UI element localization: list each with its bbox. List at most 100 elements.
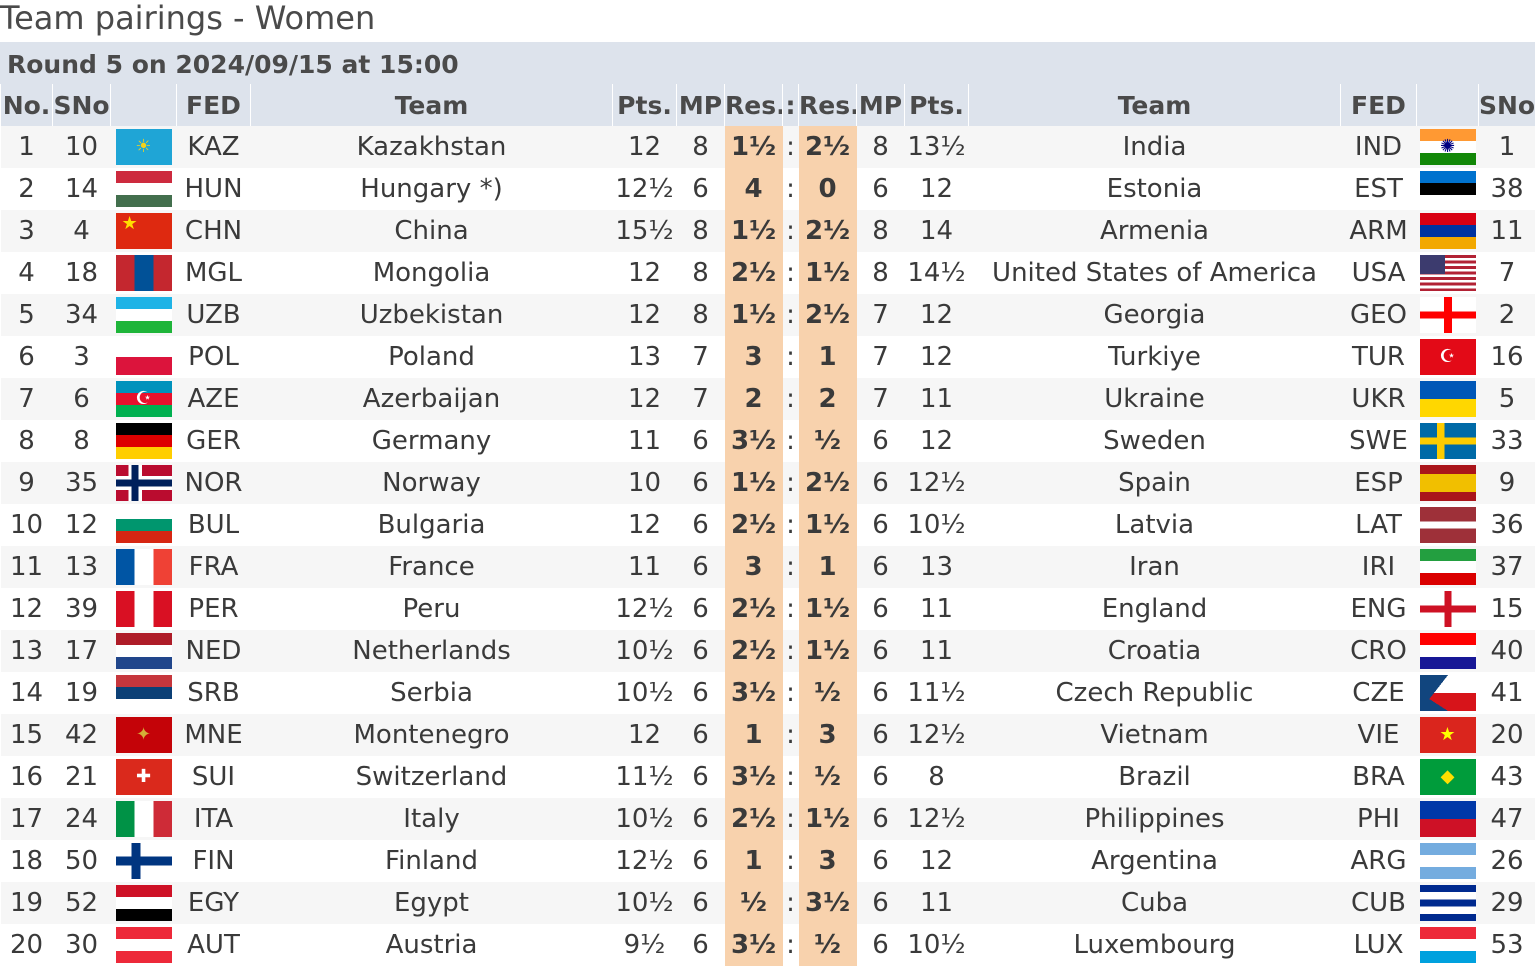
table-row[interactable]: 1 10 ☀ KAZ Kazakhstan 12 8 1½:2½ 8 13½ India IND ✺ 1 xyxy=(0,126,1535,168)
team-right-link[interactable]: Brazil xyxy=(968,756,1341,798)
table-row[interactable]: 4 18 MGL Mongolia 12 8 2½:1½ 8 14½ United States … xyxy=(0,252,1535,294)
pts-left: 12½ xyxy=(612,588,677,630)
team-right-link[interactable]: Vietnam xyxy=(968,714,1341,756)
fed-right: USA xyxy=(1340,252,1417,294)
team-right-link[interactable]: England xyxy=(968,588,1341,630)
result-separator: : xyxy=(782,168,799,210)
board-number: 17 xyxy=(0,798,53,840)
team-right-link[interactable]: Cuba xyxy=(968,882,1341,924)
team-left-link[interactable]: Uzbekistan xyxy=(250,294,613,336)
header-mp-left[interactable]: MP xyxy=(676,84,725,126)
flag-left-cell xyxy=(110,798,177,840)
team-right-link[interactable]: Argentina xyxy=(968,840,1341,882)
team-left-link[interactable]: China xyxy=(250,210,613,252)
header-fed-left[interactable]: FED xyxy=(176,84,251,126)
team-right-link[interactable]: Ukraine xyxy=(968,378,1341,420)
team-left-link[interactable]: Germany xyxy=(250,420,613,462)
table-row[interactable]: 16 21 ✚ SUI Switzerland 11½ 6 3½: ½ 6 8 Brazil BRA ◆ 4… xyxy=(0,756,1535,798)
team-right-link[interactable]: Turkiye xyxy=(968,336,1341,378)
team-right-link[interactable]: Philippines xyxy=(968,798,1341,840)
flag-emblem-icon: ★ xyxy=(121,213,138,234)
flag-left-cell xyxy=(110,630,177,672)
header-pts-right[interactable]: Pts. xyxy=(904,84,969,126)
team-right-link[interactable]: Georgia xyxy=(968,294,1341,336)
header-team-left[interactable]: Team xyxy=(250,84,613,126)
team-left-link[interactable]: Netherlands xyxy=(250,630,613,672)
header-pts-left[interactable]: Pts. xyxy=(612,84,677,126)
flag-lux-icon xyxy=(1419,927,1476,963)
team-left-link[interactable]: Serbia xyxy=(250,672,613,714)
sno-right: 47 xyxy=(1478,798,1535,840)
team-right-link[interactable]: United States of America xyxy=(968,252,1341,294)
pts-right: 12½ xyxy=(904,714,969,756)
team-left-link[interactable]: Finland xyxy=(250,840,613,882)
mp-left: 6 xyxy=(676,924,725,966)
table-row[interactable]: 5 34 UZB Uzbekistan 12 8 1½:2½ 7 12 Georgia GEO 2 xyxy=(0,294,1535,336)
table-row[interactable]: 7 6 ☪ AZE Azerbaijan 12 7 2:2 7 11 Ukraine UKR 5 xyxy=(0,378,1535,420)
result-left: 2½ xyxy=(724,588,783,630)
result-right: 1½ xyxy=(798,504,857,546)
table-row[interactable]: 15 42 ✦ MNE Montenegro 12 6 1:3 6 12½ Vietnam VIE ★ 2… xyxy=(0,714,1535,756)
team-left-link[interactable]: Austria xyxy=(250,924,613,966)
team-right-link[interactable]: Spain xyxy=(968,462,1341,504)
sno-right: 1 xyxy=(1478,126,1535,168)
team-left-link[interactable]: Bulgaria xyxy=(250,504,613,546)
board-number: 1 xyxy=(0,126,53,168)
table-row[interactable]: 20 30 AUT Austria 9½ 6 3½: ½ 6 10½ Luxembourg LUX 53 xyxy=(0,924,1535,966)
board-number: 2 xyxy=(0,168,53,210)
table-row[interactable]: 12 39 PER Peru 12½ 6 2½:1½ 6 11 England ENG 15 xyxy=(0,588,1535,630)
table-row[interactable]: 18 50 FIN Finland 12½ 6 1:3 6 12 Argentina ARG 26 xyxy=(0,840,1535,882)
team-right-link[interactable]: Luxembourg xyxy=(968,924,1341,966)
header-fed-right[interactable]: FED xyxy=(1340,84,1417,126)
table-row[interactable]: 9 35 NOR Norway 10 6 1½:2½ 6 12½ Spain ESP 9 xyxy=(0,462,1535,504)
table-row[interactable]: 8 8 GER Germany 11 6 3½: ½ 6 12 Sweden SWE 33 xyxy=(0,420,1535,462)
mp-right: 6 xyxy=(856,882,905,924)
table-row[interactable]: 10 12 BUL Bulgaria 12 6 2½:1½ 6 10½ Latvia LAT 36 xyxy=(0,504,1535,546)
team-left-link[interactable]: Italy xyxy=(250,798,613,840)
team-left-link[interactable]: Egypt xyxy=(250,882,613,924)
table-row[interactable]: 13 17 NED Netherlands 10½ 6 2½:1½ 6 11 Croatia CRO… xyxy=(0,630,1535,672)
team-left-link[interactable]: Azerbaijan xyxy=(250,378,613,420)
team-right-link[interactable]: Armenia xyxy=(968,210,1341,252)
team-left-link[interactable]: Montenegro xyxy=(250,714,613,756)
team-left-link[interactable]: Hungary *) xyxy=(250,168,613,210)
team-right-link[interactable]: Latvia xyxy=(968,504,1341,546)
team-left-link[interactable]: Mongolia xyxy=(250,252,613,294)
table-row[interactable]: 3 4 ★ CHN China 15½ 8 1½:2½ 8 14 Armenia ARM 11 xyxy=(0,210,1535,252)
header-mp-right[interactable]: MP xyxy=(856,84,905,126)
team-right-link[interactable]: Sweden xyxy=(968,420,1341,462)
pts-right: 12½ xyxy=(904,798,969,840)
header-team-right[interactable]: Team xyxy=(968,84,1341,126)
team-right-link[interactable]: Iran xyxy=(968,546,1341,588)
header-sno-right[interactable]: SNo xyxy=(1478,84,1535,126)
team-right-link[interactable]: Czech Republic xyxy=(968,672,1341,714)
team-right-link[interactable]: Croatia xyxy=(968,630,1341,672)
flag-per-icon xyxy=(115,591,172,627)
pts-right: 13 xyxy=(904,546,969,588)
table-row[interactable]: 6 3 POL Poland 13 7 3:1 7 12 Turkiye TUR ☪ 16 xyxy=(0,336,1535,378)
team-left-link[interactable]: Poland xyxy=(250,336,613,378)
header-res-right[interactable]: Res. xyxy=(798,84,857,126)
result-left: 3 xyxy=(724,336,783,378)
sno-left: 35 xyxy=(52,462,111,504)
team-left-link[interactable]: Norway xyxy=(250,462,613,504)
table-row[interactable]: 14 19 SRB Serbia 10½ 6 3½: ½ 6 11½ Czech Republic C… xyxy=(0,672,1535,714)
sno-right: 29 xyxy=(1478,882,1535,924)
header-res-left[interactable]: Res. xyxy=(724,84,783,126)
header-no[interactable]: No. xyxy=(0,84,53,126)
team-left-link[interactable]: France xyxy=(250,546,613,588)
flag-right-cell xyxy=(1416,168,1479,210)
table-row[interactable]: 2 14 HUN Hungary *) 12½ 6 4:0 6 12 Estonia EST 38 xyxy=(0,168,1535,210)
fed-left: MGL xyxy=(176,252,251,294)
table-row[interactable]: 11 13 FRA France 11 6 3:1 6 13 Iran IRI 37 xyxy=(0,546,1535,588)
table-row[interactable]: 19 52 EGY Egypt 10½ 6 ½:3½ 6 11 Cuba CUB 29 xyxy=(0,882,1535,924)
team-left-link[interactable]: Peru xyxy=(250,588,613,630)
team-right-link[interactable]: India xyxy=(968,126,1341,168)
team-left-link[interactable]: Switzerland xyxy=(250,756,613,798)
sno-left: 14 xyxy=(52,168,111,210)
sno-right: 38 xyxy=(1478,168,1535,210)
table-row[interactable]: 17 24 ITA Italy 10½ 6 2½:1½ 6 12½ Philippines PHI 4… xyxy=(0,798,1535,840)
team-right-link[interactable]: Estonia xyxy=(968,168,1341,210)
team-left-link[interactable]: Kazakhstan xyxy=(250,126,613,168)
header-sno-left[interactable]: SNo xyxy=(52,84,111,126)
